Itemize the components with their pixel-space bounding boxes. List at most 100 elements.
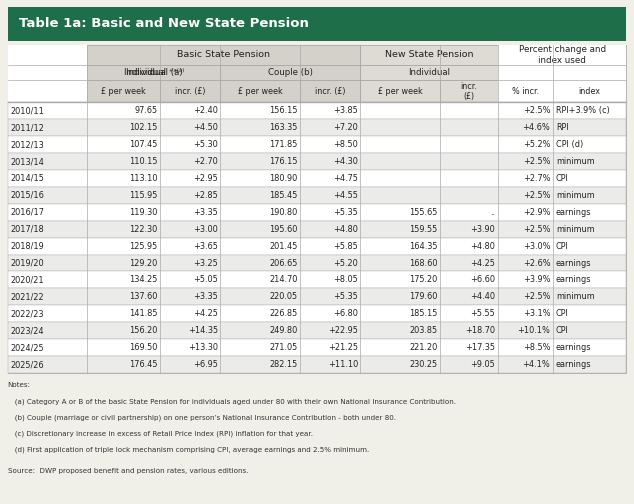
Text: 156.20: 156.20 <box>129 326 158 335</box>
Text: 190.80: 190.80 <box>269 208 297 217</box>
Text: +3.25: +3.25 <box>193 259 218 268</box>
Text: CPI: CPI <box>556 326 569 335</box>
Text: 2024/25: 2024/25 <box>11 343 44 352</box>
Text: earnings: earnings <box>556 360 592 369</box>
Text: 163.35: 163.35 <box>269 123 297 132</box>
Text: 185.15: 185.15 <box>410 309 437 318</box>
Text: 168.60: 168.60 <box>409 259 437 268</box>
Bar <box>8 221 626 237</box>
Text: 226.85: 226.85 <box>269 309 297 318</box>
Text: +2.5%: +2.5% <box>523 191 550 200</box>
Text: +21.25: +21.25 <box>328 343 358 352</box>
Text: 176.45: 176.45 <box>129 360 158 369</box>
Text: 2017/18: 2017/18 <box>11 225 44 234</box>
Text: +10.1%: +10.1% <box>517 326 550 335</box>
Bar <box>440 80 498 102</box>
Bar <box>8 45 626 373</box>
Text: +7.20: +7.20 <box>333 123 358 132</box>
Text: 179.60: 179.60 <box>410 292 437 301</box>
Text: +2.5%: +2.5% <box>523 157 550 166</box>
Bar <box>8 45 87 65</box>
Bar <box>300 80 361 102</box>
Text: Basic State Pension: Basic State Pension <box>178 50 271 59</box>
Text: 129.20: 129.20 <box>129 259 158 268</box>
Text: New State Pension: New State Pension <box>385 50 474 59</box>
Text: CPI (d): CPI (d) <box>556 140 583 149</box>
Text: +4.50: +4.50 <box>193 123 218 132</box>
Bar <box>498 80 553 102</box>
Text: index: index <box>579 87 600 96</box>
Text: +4.1%: +4.1% <box>522 360 550 369</box>
Text: +6.95: +6.95 <box>193 360 218 369</box>
Text: 201.45: 201.45 <box>269 241 297 250</box>
Text: Individual (a): Individual (a) <box>126 68 182 77</box>
Text: earnings: earnings <box>556 343 592 352</box>
Bar <box>8 153 626 170</box>
Text: 115.95: 115.95 <box>129 191 158 200</box>
Bar <box>8 237 626 255</box>
Bar <box>361 80 440 102</box>
Bar <box>498 45 626 65</box>
Text: 2020/21: 2020/21 <box>11 275 44 284</box>
Bar <box>87 45 361 65</box>
Text: +2.5%: +2.5% <box>523 292 550 301</box>
Text: minimum: minimum <box>556 225 595 234</box>
Text: +2.40: +2.40 <box>193 106 218 115</box>
Bar <box>87 65 221 80</box>
Bar <box>8 272 626 288</box>
Bar <box>8 80 87 102</box>
Text: +2.5%: +2.5% <box>523 106 550 115</box>
Text: RPI+3.9% (c): RPI+3.9% (c) <box>556 106 610 115</box>
Text: +4.80: +4.80 <box>333 225 358 234</box>
Text: +4.75: +4.75 <box>333 174 358 183</box>
Text: 206.65: 206.65 <box>269 259 297 268</box>
Text: 2025/26: 2025/26 <box>11 360 44 369</box>
Text: +2.85: +2.85 <box>193 191 218 200</box>
Text: +3.1%: +3.1% <box>522 309 550 318</box>
Text: +11.10: +11.10 <box>328 360 358 369</box>
Text: £ per week: £ per week <box>101 87 146 96</box>
Text: (c) Discretionary increase in excess of Retail Price Index (RPI) inflation for t: (c) Discretionary increase in excess of … <box>8 430 313 437</box>
Text: 155.65: 155.65 <box>410 208 437 217</box>
Text: 282.15: 282.15 <box>269 360 297 369</box>
Text: Table 1a: Basic and New State Pension: Table 1a: Basic and New State Pension <box>19 17 309 30</box>
Text: 102.15: 102.15 <box>129 123 158 132</box>
Text: earnings: earnings <box>556 275 592 284</box>
Text: ..: .. <box>490 208 495 217</box>
Bar <box>8 288 626 305</box>
Text: minimum: minimum <box>556 191 595 200</box>
Text: 156.15: 156.15 <box>269 106 297 115</box>
Text: +3.65: +3.65 <box>193 241 218 250</box>
Text: 2018/19: 2018/19 <box>11 241 44 250</box>
Text: +8.5%: +8.5% <box>523 343 550 352</box>
Text: 220.05: 220.05 <box>269 292 297 301</box>
Text: minimum: minimum <box>556 292 595 301</box>
Bar <box>8 204 626 221</box>
Text: 107.45: 107.45 <box>129 140 158 149</box>
Text: 134.25: 134.25 <box>129 275 158 284</box>
Text: RPI: RPI <box>556 123 569 132</box>
Text: +5.05: +5.05 <box>193 275 218 284</box>
Text: +3.85: +3.85 <box>333 106 358 115</box>
Text: CPI: CPI <box>556 174 569 183</box>
Text: +3.35: +3.35 <box>193 292 218 301</box>
Text: 249.80: 249.80 <box>269 326 297 335</box>
Text: Couple (b): Couple (b) <box>268 68 313 77</box>
Text: +2.6%: +2.6% <box>522 259 550 268</box>
Bar <box>221 80 300 102</box>
Text: 2010/11: 2010/11 <box>11 106 44 115</box>
Text: incr. (£): incr. (£) <box>175 87 205 96</box>
Text: incr. (£): incr. (£) <box>315 87 346 96</box>
Text: 176.15: 176.15 <box>269 157 297 166</box>
Text: 221.20: 221.20 <box>410 343 437 352</box>
Text: +2.5%: +2.5% <box>523 225 550 234</box>
Text: (d) First application of triple lock mechanism comprising CPI, average earnings : (d) First application of triple lock mec… <box>8 447 369 453</box>
Bar <box>8 339 626 356</box>
Text: +9.05: +9.05 <box>470 360 495 369</box>
Bar <box>553 80 626 102</box>
Text: Individual: Individual <box>408 68 450 77</box>
Text: 2013/14: 2013/14 <box>11 157 44 166</box>
Text: 122.30: 122.30 <box>129 225 158 234</box>
Text: earnings: earnings <box>556 208 592 217</box>
Bar <box>8 7 626 41</box>
